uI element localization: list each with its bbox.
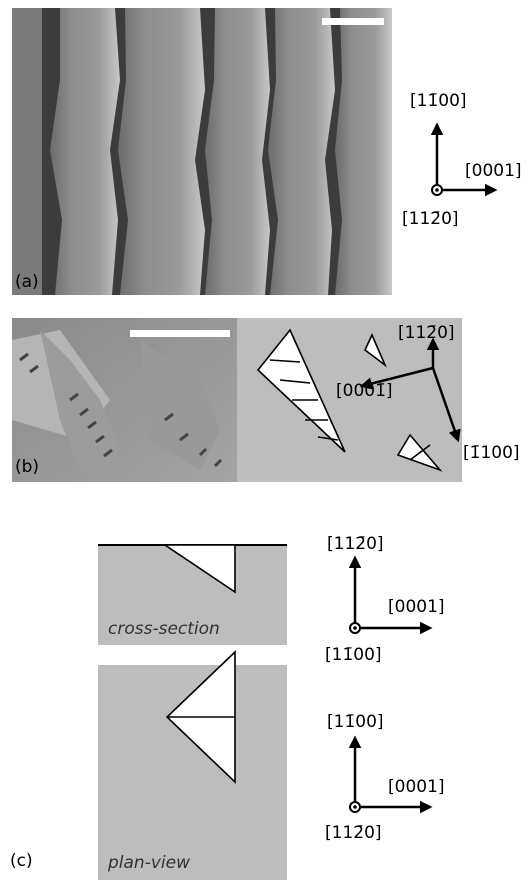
direction-label: [112̄0] bbox=[327, 534, 384, 554]
plan-view-diagram bbox=[98, 652, 430, 880]
sem-image-b bbox=[12, 318, 462, 482]
sem-image-a bbox=[12, 8, 392, 295]
direction-label: [112̄0] bbox=[325, 823, 382, 843]
direction-label: [1̄100] bbox=[463, 443, 520, 463]
direction-label: [11̄00] bbox=[327, 712, 384, 732]
panel-label: (c) bbox=[10, 851, 33, 871]
panel-label: (b) bbox=[15, 457, 39, 477]
caption: cross-section bbox=[108, 619, 220, 639]
direction-label: [0001̄] bbox=[336, 381, 393, 401]
direction-label: [0001] bbox=[388, 777, 445, 797]
caption: plan-view bbox=[107, 853, 190, 873]
direction-label: [112̄0] bbox=[398, 323, 455, 343]
direction-label: [11̄00] bbox=[325, 645, 382, 665]
axes-a bbox=[432, 125, 495, 195]
figure: (a) [11̄00] [0001] [112̄0] (b) [112̄0] [… bbox=[0, 0, 531, 880]
direction-label: [112̄0] bbox=[402, 209, 459, 229]
direction-label: [0001] bbox=[388, 597, 445, 617]
direction-label: [11̄00] bbox=[410, 91, 467, 111]
direction-label: [0001] bbox=[465, 161, 522, 181]
panel-label: (a) bbox=[15, 272, 39, 292]
